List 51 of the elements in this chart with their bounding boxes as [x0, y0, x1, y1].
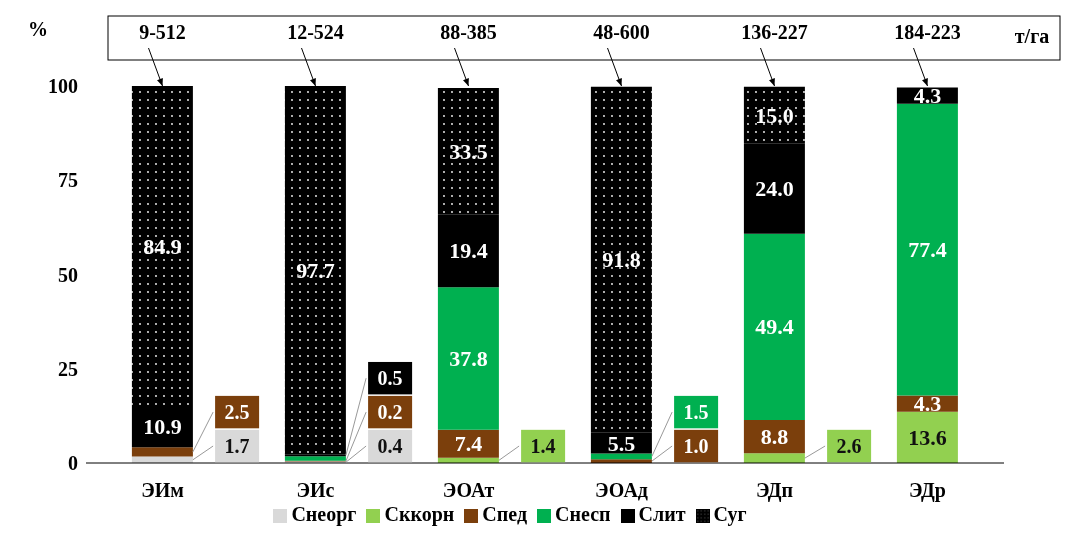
x-tick-label: ЭОАт [442, 479, 495, 502]
annotation: 184-223 [894, 21, 961, 43]
data-label: 49.4 [755, 314, 794, 340]
legend-label: Спед [482, 503, 528, 525]
data-label: 84.9 [143, 233, 182, 259]
y-tick-label: 0 [68, 452, 78, 475]
legend-label: Сккорн [384, 503, 455, 525]
data-label: 0.4 [377, 435, 403, 458]
x-tick-label: ЭДр [909, 479, 946, 503]
legend-label: Слит [638, 503, 686, 525]
text: т/га [1014, 25, 1050, 47]
annotation: 88-385 [440, 21, 497, 43]
data-label: 97.7 [296, 257, 335, 283]
legend-label: Суг [713, 503, 747, 525]
y-tick-label: 50 [58, 263, 78, 286]
data-label: 2.6 [836, 435, 862, 458]
data-label: 15.0 [755, 102, 794, 128]
annotation: 12-524 [287, 21, 344, 43]
annotation: 9-512 [139, 21, 186, 43]
data-label: 8.8 [760, 424, 789, 450]
y-tick-label: 75 [58, 169, 78, 192]
y-axis-title: % [28, 18, 48, 40]
data-label: 33.5 [449, 138, 488, 164]
x-tick-label: ЭИс [296, 479, 335, 502]
y-tick-label: 25 [58, 357, 78, 380]
data-label: 1.4 [530, 435, 556, 458]
data-label: 2.5 [224, 401, 250, 424]
data-label: 91.8 [602, 247, 641, 273]
data-label: 77.4 [908, 237, 947, 263]
data-label: 37.8 [449, 346, 488, 372]
legend-label: Снеорг [291, 503, 357, 525]
x-tick-label: ЭДп [755, 479, 794, 503]
legend-label: Снесп [555, 503, 611, 525]
x-tick-label: ЭОАд [595, 479, 648, 502]
data-label: 0.2 [377, 401, 403, 424]
data-label: 1.5 [683, 401, 709, 424]
data-label: 1.0 [683, 435, 709, 458]
y-tick-label: 100 [48, 75, 78, 98]
data-label: 5.5 [607, 430, 636, 456]
data-label: 7.4 [454, 431, 483, 457]
data-label: 0.5 [377, 367, 403, 390]
data-label: 4.3 [913, 83, 942, 109]
data-label: 19.4 [449, 238, 488, 264]
annotation: 48-600 [593, 21, 650, 43]
data-label: 4.3 [913, 391, 942, 417]
data-label: 1.7 [224, 435, 250, 458]
x-tick-label: ЭИм [141, 479, 184, 502]
annotation: 136-227 [741, 21, 808, 43]
data-label: 24.0 [755, 176, 794, 202]
data-label: 13.6 [908, 424, 947, 450]
data-label: 10.9 [143, 414, 182, 440]
